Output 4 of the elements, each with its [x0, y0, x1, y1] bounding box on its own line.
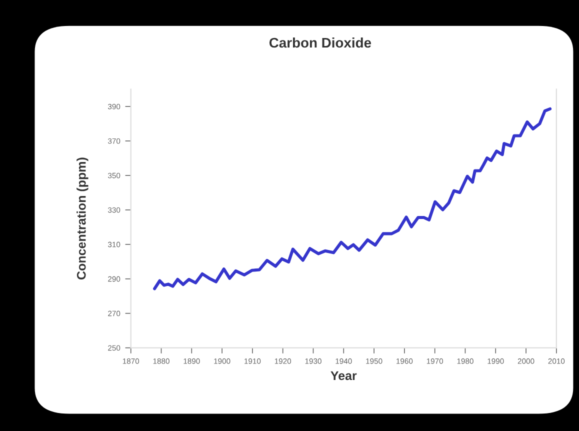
y-axis-title: Concentration (ppm)	[76, 158, 88, 280]
line-series	[153, 107, 552, 290]
chart-title: Carbon Dioxide	[269, 37, 372, 48]
x-axis-title: Year	[330, 371, 357, 380]
